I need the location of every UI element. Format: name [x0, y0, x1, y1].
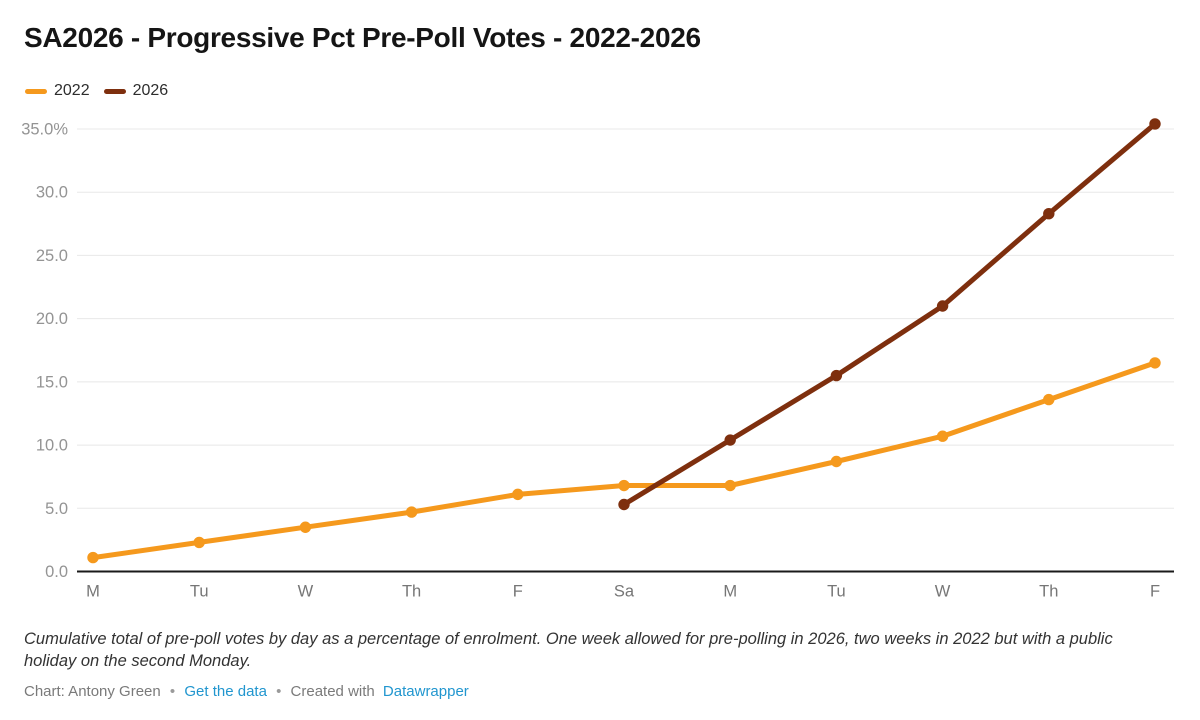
data-point-2022: [405, 506, 418, 518]
datawrapper-link[interactable]: Datawrapper: [382, 683, 469, 700]
x-tick-label: Tu: [190, 583, 209, 601]
data-point-2026: [1149, 118, 1161, 130]
data-point-2022: [193, 536, 205, 549]
series-line-2026: [621, 121, 1158, 507]
y-tick-label: 25.0: [36, 247, 68, 265]
data-point-2026: [724, 434, 736, 446]
chart-note: Cumulative total of pre-poll votes by da…: [24, 630, 1113, 670]
x-tick-label: M: [723, 583, 737, 601]
y-tick-label: 10.0: [36, 437, 68, 455]
y-tick-label: 30.0: [36, 184, 68, 202]
x-tick-label: Tu: [827, 583, 846, 601]
byline-separator: •: [169, 683, 176, 700]
data-point-2026: [936, 300, 949, 312]
data-point-2022: [936, 430, 949, 442]
legend-label-2022: 2022: [54, 82, 90, 99]
x-tick-label: F: [1150, 583, 1160, 601]
data-point-2022: [512, 488, 524, 501]
byline-created-with: Created with: [290, 683, 375, 700]
x-tick-label: M: [86, 583, 100, 601]
y-tick-label: 35.0%: [21, 120, 68, 138]
x-tick-label: Th: [402, 583, 421, 601]
get-the-data-link[interactable]: Get the data: [184, 683, 267, 700]
x-tick-label: F: [513, 583, 523, 601]
byline-separator-2: •: [276, 683, 282, 700]
y-tick-label: 20.0: [36, 310, 68, 328]
chart-legend: 2022 2026: [25, 82, 168, 100]
data-point-2022: [299, 521, 312, 533]
data-point-2022: [1043, 393, 1055, 406]
x-tick-label: Sa: [614, 583, 635, 601]
data-point-2022: [830, 455, 843, 468]
legend-item-2022: 2022: [25, 82, 90, 100]
byline-credit: Chart: Antony Green: [24, 683, 161, 700]
data-point-2022: [1149, 357, 1161, 369]
y-tick-label: 0.0: [45, 563, 68, 581]
data-point-2026: [1043, 208, 1055, 220]
data-point-2026: [830, 369, 843, 382]
y-tick-label: 15.0: [36, 373, 68, 391]
data-point-2022: [87, 551, 99, 564]
legend-label-2026: 2026: [132, 82, 169, 99]
legend-swatch-2026: [103, 88, 126, 94]
data-point-2022: [618, 479, 630, 492]
chart-title: SA2026 - Progressive Pct Pre-Poll Votes …: [24, 22, 701, 53]
legend-item-2026: 2026: [103, 82, 169, 100]
x-tick-label: W: [298, 583, 314, 601]
line-chart: 0.0 5.0 10.0 15.0 20.0 25.0 30.0 35.0% M Tu W Th F Sa…: [21, 118, 1174, 601]
series-line-2022: [90, 360, 1158, 561]
legend-swatch-2022: [25, 88, 47, 94]
x-tick-label: W: [935, 583, 951, 601]
x-tick-label: Th: [1039, 583, 1058, 601]
chart-byline: Chart: Antony Green • Get the data • Cre…: [24, 683, 469, 700]
data-point-2022: [724, 479, 736, 492]
data-point-2026: [618, 498, 630, 511]
y-tick-label: 5.0: [45, 500, 68, 518]
